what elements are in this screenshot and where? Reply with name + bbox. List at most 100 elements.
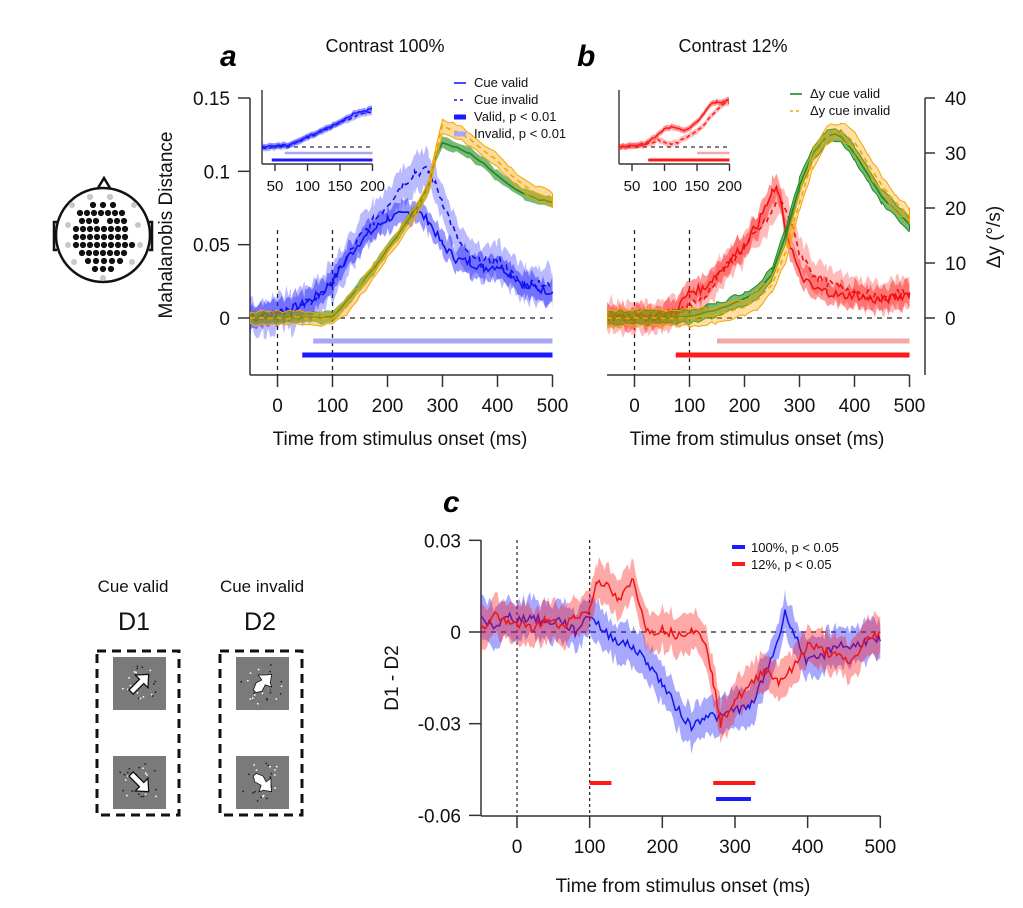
- inset-line: [262, 110, 372, 150]
- x-tick-label: 0: [629, 396, 640, 417]
- dot: [279, 692, 282, 695]
- electrode-dot: [85, 217, 93, 225]
- x-tick-label: 400: [482, 396, 514, 417]
- motion-stimulus-patch: [113, 657, 166, 710]
- dot: [269, 691, 272, 694]
- head-left-ear: [52, 220, 57, 252]
- electrode-dot: [86, 193, 94, 201]
- x-tick-label: 200: [646, 837, 678, 858]
- inset-x-tick-label: 200: [717, 178, 742, 195]
- y-tick-label: 0.1: [204, 162, 230, 183]
- stimulus-label-d1: D1: [118, 608, 150, 636]
- x-tick-label: 500: [864, 837, 896, 858]
- inset-band: [619, 99, 729, 151]
- head-right-ear: [149, 220, 154, 252]
- x-tick-label: 300: [427, 396, 459, 417]
- dot: [138, 766, 141, 769]
- series-line--y-cue-invalid: [250, 123, 553, 320]
- x-tick-label: 500: [537, 396, 569, 417]
- electrode-dot: [86, 233, 94, 241]
- y-right-tick-label: 0: [945, 309, 956, 330]
- electrode-dot: [72, 233, 80, 241]
- dot: [242, 790, 245, 793]
- condition-label-valid: Cue valid: [98, 577, 169, 596]
- dot: [151, 695, 154, 697]
- dot: [144, 772, 147, 775]
- electrode-dot: [107, 233, 115, 241]
- stimulus-label-d2: D2: [244, 608, 276, 636]
- condition-label-invalid: Cue invalid: [220, 577, 304, 596]
- dot: [153, 683, 155, 685]
- dot: [270, 772, 273, 775]
- series-band-cue-invalid: [250, 145, 553, 340]
- series-band-cue-invalid: [607, 184, 910, 341]
- x-tick-label: 400: [792, 837, 824, 858]
- legend-label: 100%, p < 0.05: [751, 540, 839, 555]
- dot: [139, 697, 142, 700]
- electrode-dot-unused: [69, 202, 75, 208]
- inset-x-tick-label: 100: [652, 178, 677, 195]
- electrode-dot: [116, 257, 124, 265]
- electrode-dot: [78, 249, 86, 257]
- dot: [154, 691, 157, 693]
- dot: [268, 689, 271, 691]
- inset-plot-area: [619, 96, 729, 151]
- dot: [265, 797, 268, 800]
- dot: [149, 669, 152, 672]
- dot: [269, 765, 271, 768]
- dot: [144, 762, 147, 765]
- y-right-tick-label: 30: [945, 144, 966, 165]
- dot: [123, 773, 126, 776]
- dot: [145, 774, 148, 776]
- electrode-dot: [79, 225, 87, 233]
- dot: [253, 692, 255, 695]
- panel-a-title: Contrast 100%: [325, 36, 444, 56]
- electrode-dot: [99, 265, 107, 273]
- dot: [280, 685, 283, 688]
- panel-c-chart: -0.06 -0.03 0 0.03 0 100 200 300 400 500 100%, p <…: [418, 531, 896, 858]
- series-band-cue-valid: [250, 197, 553, 330]
- y-tick-label: 0.15: [193, 89, 230, 110]
- y-tick-label: -0.03: [418, 715, 461, 736]
- dot: [240, 680, 243, 683]
- dot: [140, 795, 143, 798]
- inset-x-tick-label: 50: [267, 178, 284, 195]
- dot: [246, 679, 249, 682]
- electrode-dot: [93, 241, 101, 249]
- electrode-dot: [100, 257, 108, 265]
- dot: [269, 664, 272, 666]
- series-line-cue-invalid: [250, 165, 554, 323]
- dot: [275, 765, 278, 768]
- series-line-12pct: [481, 578, 881, 728]
- dot: [137, 697, 140, 700]
- dot: [266, 698, 268, 701]
- electrode-dot: [113, 249, 121, 257]
- motion-stimulus-patch: [236, 657, 289, 710]
- y-right-tick-label: 20: [945, 199, 966, 220]
- inset-x-tick-label: 50: [624, 178, 641, 195]
- electrode-dot: [121, 233, 129, 241]
- stimulus-frame: [95, 649, 181, 817]
- arrow-up-right-icon: [127, 673, 150, 696]
- x-tick-label: 400: [839, 396, 871, 417]
- dot: [261, 795, 264, 798]
- electrode-dot: [100, 225, 108, 233]
- electrode-dot: [93, 225, 101, 233]
- x-tick-label: 300: [784, 396, 816, 417]
- stimulus-frame: [218, 649, 304, 817]
- dot: [253, 763, 256, 766]
- dot: [131, 790, 134, 793]
- electrode-dot: [72, 241, 80, 249]
- dot: [122, 789, 125, 792]
- dot: [265, 762, 268, 765]
- series-band--y-cue-valid: [607, 128, 910, 327]
- inset-x-tick-label: 100: [295, 178, 320, 195]
- electrode-dot: [107, 241, 115, 249]
- dot: [249, 698, 252, 700]
- electrode-dot-unused: [100, 275, 106, 281]
- legend-label: Δy cue invalid: [810, 103, 890, 118]
- dot: [142, 767, 144, 770]
- dot: [136, 692, 139, 694]
- panel-a-xlabel: Time from stimulus onset (ms): [273, 429, 528, 450]
- dot: [126, 771, 129, 774]
